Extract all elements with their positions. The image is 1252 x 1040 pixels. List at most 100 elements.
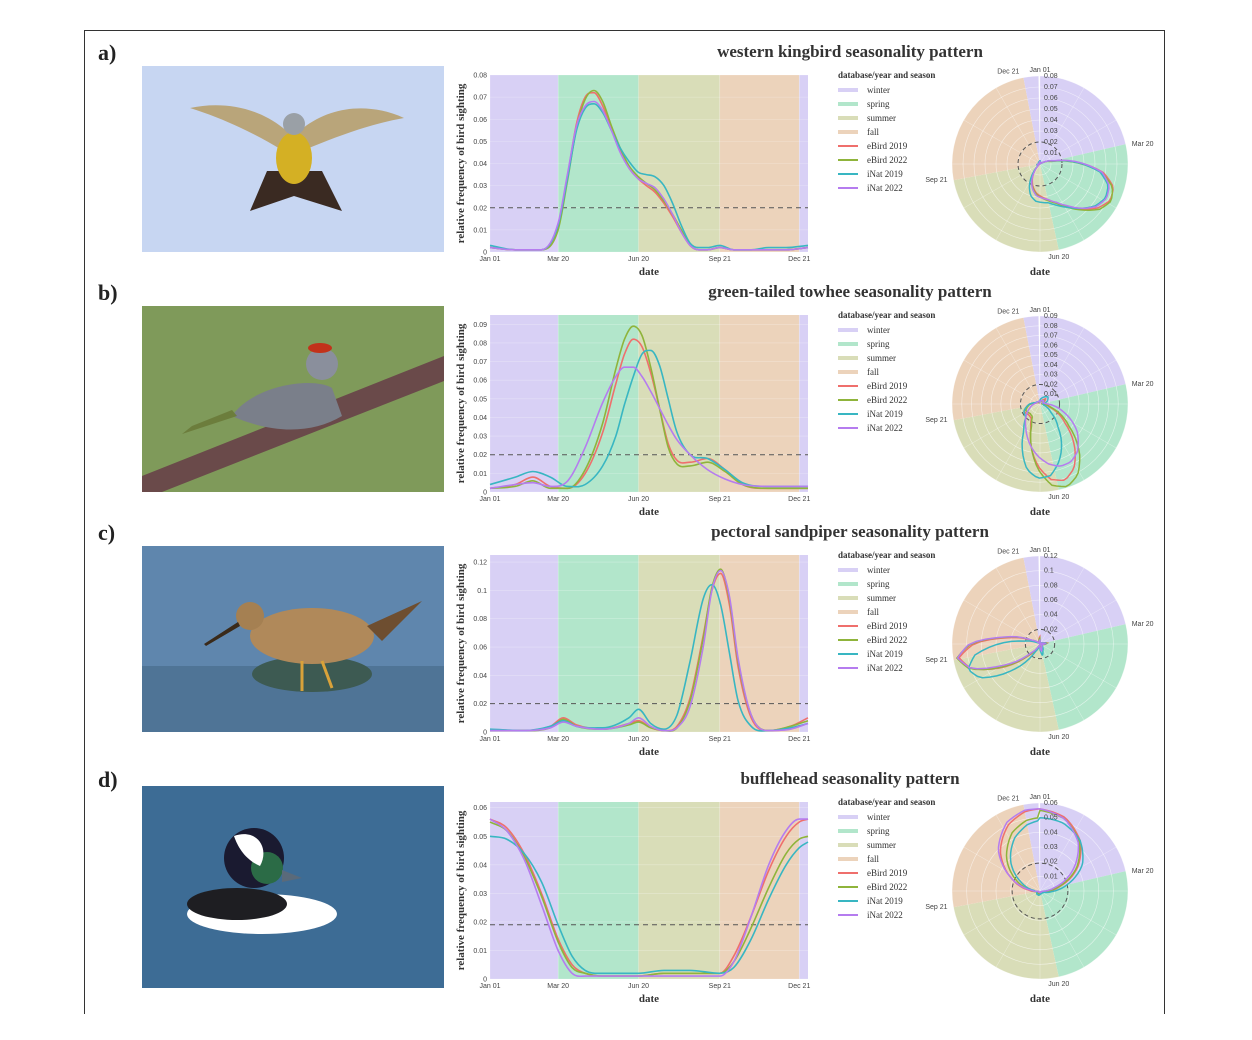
legend-item[interactable]: eBird 2019: [838, 619, 935, 633]
legend-swatch: [838, 653, 858, 655]
legend-item[interactable]: eBird 2019: [838, 866, 935, 880]
legend-label: winter: [867, 812, 890, 822]
season-band-fall: [719, 555, 800, 732]
legend-item[interactable]: winter: [838, 323, 935, 337]
polar-radial-tick: 0.05: [1044, 815, 1058, 822]
polar-angle-label: Jun 20: [1048, 254, 1069, 261]
polar-sector-winter: [1023, 316, 1040, 404]
y-tick-label: 0.07: [473, 95, 487, 102]
legend-swatch: [838, 857, 858, 861]
series-line-inat-2022: [489, 366, 808, 490]
legend-item[interactable]: fall: [838, 365, 935, 379]
x-tick-label: Sep 21: [709, 496, 731, 503]
polar-radial-tick: 0.12: [1044, 553, 1058, 560]
legend-item[interactable]: summer: [838, 351, 935, 365]
legend-swatch: [838, 815, 858, 819]
series-line-inat-2019: [489, 835, 809, 975]
legend-swatch: [838, 886, 858, 888]
polar-angle-label: Jan 01: [1029, 794, 1050, 801]
legend-swatch: [838, 88, 858, 92]
legend-item[interactable]: spring: [838, 97, 935, 111]
polar-angle-label: Jan 01: [1029, 307, 1050, 314]
legend-title: database/year and season: [838, 70, 936, 80]
legend-label: fall: [867, 367, 879, 377]
legend-item[interactable]: eBird 2022: [838, 153, 935, 167]
polar-series-inat-2022: [1030, 159, 1110, 210]
legend-label: spring: [867, 826, 890, 836]
legend-item[interactable]: iNat 2019: [838, 167, 935, 181]
panel-title: bufflehead seasonality pattern: [740, 769, 960, 788]
legend-label: eBird 2022: [867, 635, 908, 645]
legend-item[interactable]: summer: [838, 838, 935, 852]
polar-sector-spring: [1040, 624, 1128, 730]
legend-item[interactable]: iNat 2022: [838, 908, 935, 922]
legend-swatch: [838, 667, 858, 669]
polar-radial-tick: 0.02: [1044, 626, 1058, 633]
legend-item[interactable]: iNat 2019: [838, 647, 935, 661]
legend-item[interactable]: fall: [838, 605, 935, 619]
polar-sector-summer: [953, 891, 1059, 979]
legend-item[interactable]: iNat 2019: [838, 407, 935, 421]
x-tick-label: Jan 01: [479, 736, 500, 743]
legend-item[interactable]: spring: [838, 824, 935, 838]
season-band-spring: [558, 315, 639, 492]
legend-item[interactable]: fall: [838, 125, 935, 139]
polar-angle-label: Sep 21: [925, 417, 947, 424]
legend-item[interactable]: iNat 2022: [838, 661, 935, 675]
legend-label: fall: [867, 854, 879, 864]
legend-label: eBird 2019: [867, 381, 908, 391]
legend-item[interactable]: iNat 2022: [838, 421, 935, 435]
x-tick-label: Jan 01: [479, 256, 500, 263]
legend-item[interactable]: spring: [838, 337, 935, 351]
legend-swatch: [838, 829, 858, 833]
panel-label: d): [98, 767, 118, 792]
legend-title: database/year and season: [838, 310, 936, 320]
legend-label: summer: [867, 593, 896, 603]
legend-item[interactable]: spring: [838, 577, 935, 591]
y-tick-label: 0.03: [473, 183, 487, 190]
y-tick-label: 0.09: [473, 322, 487, 329]
legend-item[interactable]: winter: [838, 810, 935, 824]
legend-swatch: [838, 568, 858, 572]
legend-item[interactable]: iNat 2022: [838, 181, 935, 195]
y-tick-label: 0: [483, 977, 487, 984]
y-tick-label: 0.05: [473, 396, 487, 403]
legend-item[interactable]: eBird 2019: [838, 379, 935, 393]
legend-item[interactable]: eBird 2022: [838, 880, 935, 894]
legend-swatch: [838, 900, 858, 902]
x-tick-label: Sep 21: [709, 983, 731, 990]
polar-x-axis-label: date: [1030, 266, 1050, 278]
y-tick-label: 0.04: [473, 415, 487, 422]
legend-label: winter: [867, 325, 890, 335]
polar-radial-tick: 0.06: [1044, 800, 1058, 807]
legend-item[interactable]: summer: [838, 591, 935, 605]
legend-label: iNat 2019: [867, 169, 903, 179]
legend-item[interactable]: eBird 2022: [838, 633, 935, 647]
legend-item[interactable]: fall: [838, 852, 935, 866]
y-tick-label: 0: [483, 250, 487, 257]
polar-threshold-circle: [1011, 862, 1069, 920]
legend-item[interactable]: summer: [838, 111, 935, 125]
y-tick-label: 0.01: [473, 948, 487, 955]
series-line-ebird-2022: [489, 821, 809, 977]
legend-label: winter: [867, 85, 890, 95]
legend-swatch: [838, 399, 858, 401]
x-tick-label: Jun 20: [628, 736, 649, 743]
legend-item[interactable]: winter: [838, 563, 935, 577]
x-tick-label: Dec 21: [788, 736, 810, 743]
series-line-inat-2022: [489, 569, 809, 732]
y-axis-label: relative frequency of bird sighting: [455, 563, 467, 723]
x-tick-label: Sep 21: [709, 256, 731, 263]
legend-item[interactable]: iNat 2019: [838, 894, 935, 908]
legend-item[interactable]: eBird 2022: [838, 393, 935, 407]
x-tick-label: Mar 20: [547, 983, 569, 990]
polar-radial-tick: 0.06: [1044, 342, 1058, 349]
legend-label: winter: [867, 565, 890, 575]
polar-sector-fall: [952, 77, 1040, 181]
legend-swatch: [838, 413, 858, 415]
polar-angle-label: Sep 21: [925, 904, 947, 911]
polar-radial-tick: 0.04: [1044, 612, 1058, 619]
legend-item[interactable]: winter: [838, 83, 935, 97]
legend-item[interactable]: eBird 2019: [838, 139, 935, 153]
